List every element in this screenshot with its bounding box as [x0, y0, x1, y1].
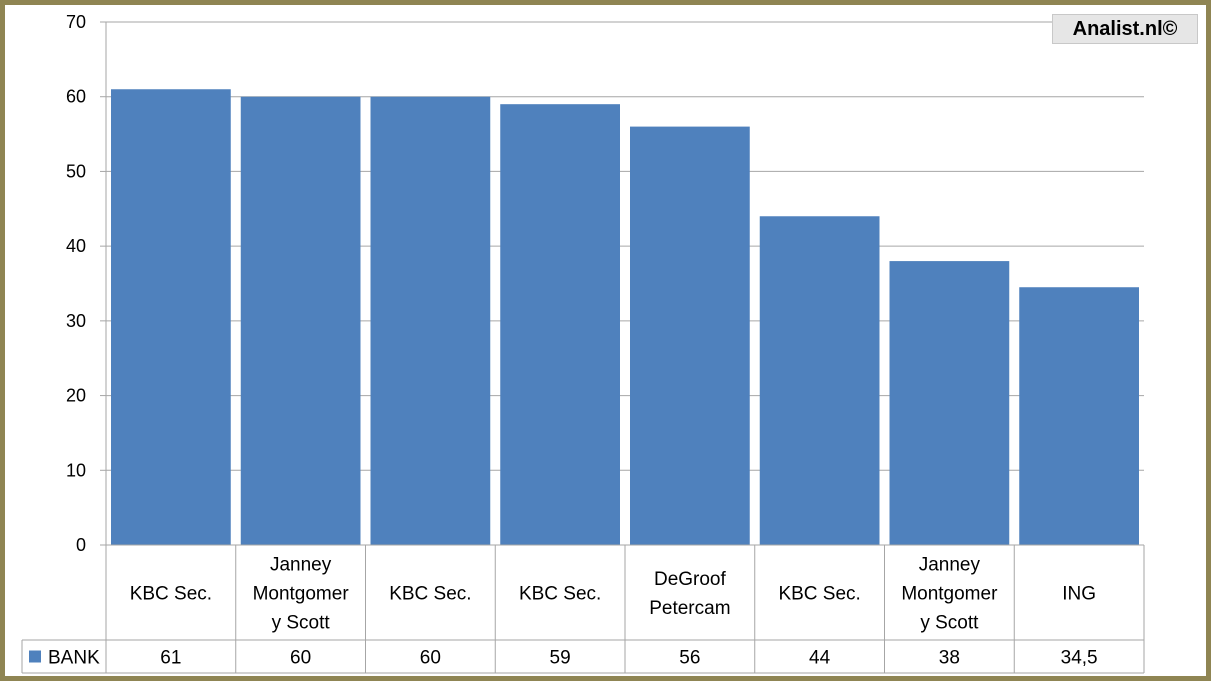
category-label: y Scott	[920, 613, 979, 634]
category-label: Montgomer	[253, 584, 350, 605]
category-label: KBC Sec.	[389, 584, 471, 605]
data-table-value: 34,5	[1061, 648, 1098, 669]
axes: 0 10 20 30 40 50 60 70	[66, 12, 107, 555]
category-label: y Scott	[272, 613, 331, 634]
bar	[370, 96, 491, 545]
legend-key	[29, 650, 41, 663]
bar	[240, 96, 361, 545]
y-tick-label: 40	[66, 236, 86, 256]
data-table-value: 56	[679, 648, 700, 669]
bars	[111, 89, 1139, 545]
data-table-value: 38	[939, 648, 960, 669]
category-label: Janney	[270, 555, 332, 576]
category-label: Montgomer	[901, 584, 998, 605]
bar	[111, 89, 231, 545]
data-table-value: 60	[290, 648, 311, 669]
data-table-value: 61	[160, 648, 181, 669]
bar	[759, 216, 880, 545]
category-label: ING	[1062, 584, 1096, 605]
y-tick-label: 10	[66, 460, 86, 480]
data-table-value: 44	[809, 648, 831, 669]
bar	[500, 104, 620, 545]
legend-label: BANK	[48, 648, 100, 669]
y-tick-label: 30	[66, 311, 86, 331]
category-label: KBC Sec.	[130, 584, 212, 605]
category-label: Petercam	[649, 598, 730, 619]
y-tick-label: 70	[66, 12, 86, 32]
category-label: DeGroof	[654, 569, 727, 590]
y-tick-label: 50	[66, 161, 86, 181]
data-table-value: 60	[420, 648, 441, 669]
bar	[630, 126, 750, 545]
y-tick-label: 0	[76, 535, 86, 555]
bar	[889, 261, 1010, 545]
y-tick-label: 60	[66, 87, 86, 107]
category-label: KBC Sec.	[778, 584, 860, 605]
y-tick-label: 20	[66, 386, 86, 406]
bar	[1019, 287, 1139, 545]
category-label: KBC Sec.	[519, 584, 601, 605]
data-table: KBC Sec. Janney Montgomer y Scott KBC Sec. KB…	[21, 544, 1145, 674]
data-table-value: 59	[550, 648, 571, 669]
watermark-logo: Analist.nl©	[1052, 14, 1198, 44]
category-label: Janney	[919, 555, 981, 576]
